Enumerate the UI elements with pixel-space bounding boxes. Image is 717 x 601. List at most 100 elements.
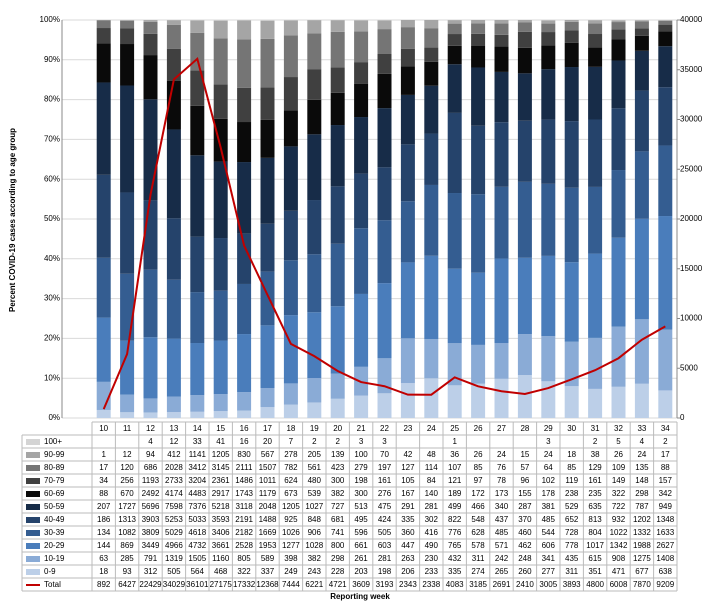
- table-value: 1313: [118, 515, 136, 524]
- bar-segment: [400, 262, 415, 339]
- table-value: 24: [544, 450, 553, 459]
- table-value: 661: [354, 541, 368, 550]
- bar-segment: [120, 412, 135, 418]
- table-value: 34: [99, 476, 108, 485]
- legend-label: 60-69: [44, 489, 65, 498]
- bar-segment: [400, 66, 415, 95]
- bar-segment: [400, 338, 415, 384]
- legend-label: 40-49: [44, 515, 65, 524]
- x-tick-label: 29: [544, 424, 553, 433]
- table-value: 144: [97, 541, 111, 550]
- bar-segment: [424, 20, 439, 29]
- table-value: 2917: [212, 489, 230, 498]
- bar-segment: [611, 386, 626, 418]
- table-value: 109: [612, 463, 626, 472]
- table-value: 7376: [188, 502, 206, 511]
- table-value: 198: [378, 567, 392, 576]
- bar-segment: [283, 383, 298, 405]
- table-value: 1193: [142, 476, 160, 485]
- table-value: 3893: [563, 580, 581, 589]
- bar-segment: [447, 268, 462, 344]
- table-value: 2048: [259, 502, 277, 511]
- table-value: 529: [565, 502, 579, 511]
- table-value: 97: [474, 476, 483, 485]
- y2-tick-label: 25000: [680, 164, 703, 173]
- bar-segment: [400, 383, 415, 418]
- table-value: 260: [518, 567, 532, 576]
- bar-segment: [213, 20, 228, 39]
- legend-key: [26, 504, 40, 510]
- table-value: 1179: [259, 489, 277, 498]
- x-axis-title: Reporting week: [330, 592, 390, 601]
- table-value: 85: [474, 463, 483, 472]
- bar-segment: [658, 24, 673, 32]
- bar-segment: [400, 20, 415, 28]
- bar-segment: [447, 385, 462, 418]
- bar-segment: [213, 20, 228, 21]
- table-value: 4: [148, 437, 153, 446]
- table-value: 412: [167, 450, 181, 459]
- y-tick-label: 70%: [44, 135, 60, 144]
- y-tick-label: 40%: [44, 254, 60, 263]
- bar-segment: [96, 257, 111, 318]
- bar-segment: [330, 306, 345, 374]
- table-value: 24: [637, 450, 646, 459]
- table-value: 513: [354, 502, 368, 511]
- bar-segment: [611, 326, 626, 387]
- bar-segment: [307, 69, 322, 100]
- bar-segment: [564, 42, 579, 68]
- bar-segment: [424, 133, 439, 185]
- table-value: 16: [240, 437, 249, 446]
- table-value: 114: [425, 463, 438, 472]
- bar-segment: [213, 38, 228, 85]
- table-value: 167: [401, 489, 415, 498]
- table-value: 340: [495, 502, 509, 511]
- table-value: 615: [588, 554, 602, 563]
- table-value: 670: [120, 489, 134, 498]
- bar-segment: [494, 343, 509, 379]
- bar-segment: [377, 393, 392, 418]
- bar-segment: [494, 258, 509, 344]
- bar-segment: [564, 341, 579, 387]
- bar-segment: [611, 60, 626, 109]
- x-tick-label: 31: [591, 424, 600, 433]
- bar-segment: [471, 125, 486, 195]
- legend-label: 0-9: [44, 567, 56, 576]
- table-value: 57: [520, 463, 529, 472]
- table-value: 12: [123, 450, 132, 459]
- table-value: 505: [378, 528, 392, 537]
- bar-segment: [541, 69, 556, 120]
- bar-segment: [166, 412, 181, 418]
- table-value: 681: [331, 515, 345, 524]
- bar-segment: [494, 23, 509, 35]
- bar-segment: [517, 47, 532, 74]
- table-value: 1027: [305, 502, 323, 511]
- table-value: 18: [567, 450, 576, 459]
- bar-segment: [213, 394, 228, 412]
- table-value: 4483: [188, 489, 206, 498]
- x-tick-label: 18: [286, 424, 295, 433]
- table-value: 351: [588, 567, 602, 576]
- bar-segment: [283, 404, 298, 418]
- table-value: 1205: [282, 502, 300, 511]
- bar-segment: [377, 20, 392, 30]
- bar-segment: [96, 28, 111, 44]
- bar-segment: [517, 73, 532, 121]
- table-value: 85: [567, 463, 576, 472]
- table-value: 5696: [142, 502, 160, 511]
- bar-segment: [377, 358, 392, 394]
- table-value: 561: [308, 463, 322, 472]
- x-tick-label: 27: [497, 424, 506, 433]
- bar-segment: [634, 151, 649, 219]
- bar-segment: [424, 47, 439, 62]
- table-value: 432: [448, 554, 462, 563]
- bar-segment: [471, 20, 486, 24]
- table-value: 178: [542, 489, 556, 498]
- bar-segment: [377, 53, 392, 74]
- table-value: 4174: [165, 489, 183, 498]
- table-value: 1277: [282, 541, 300, 550]
- bar-segment: [190, 70, 205, 106]
- table-value: 135: [635, 463, 649, 472]
- table-value: 485: [495, 528, 509, 537]
- table-value: 3: [382, 437, 387, 446]
